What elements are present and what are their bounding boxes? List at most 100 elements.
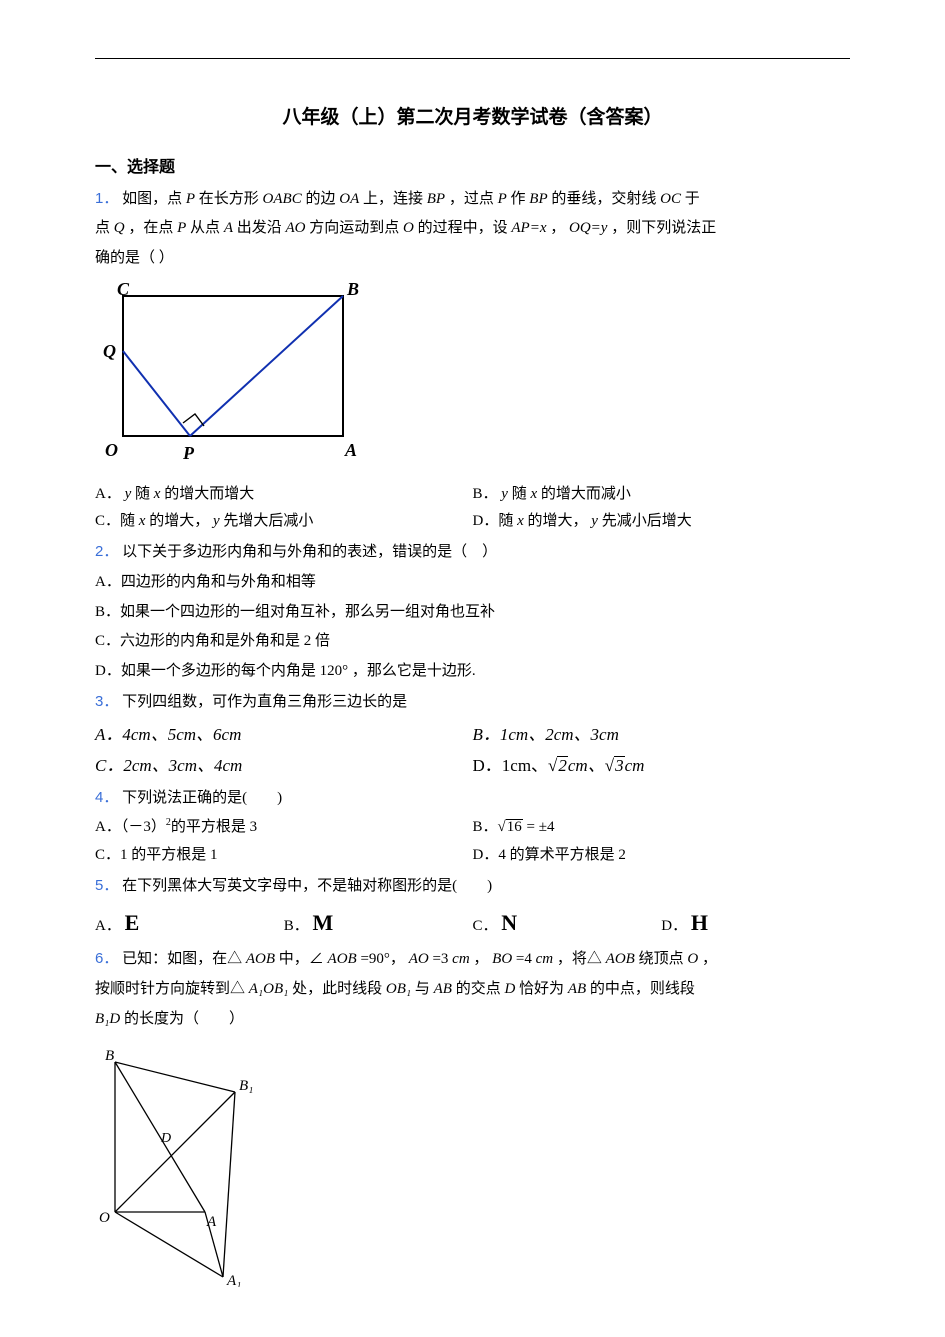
q1-lbl-O: O <box>105 440 118 460</box>
q1-l2d: 出发沿 <box>237 220 286 236</box>
q4-B-rad: 16 <box>506 819 523 835</box>
q6-l1h: 绕顶点 <box>639 951 688 967</box>
q6-l1f: =4 <box>516 951 532 967</box>
q6-lbl-A1: A₁ <box>226 1273 241 1287</box>
top-rule <box>95 58 850 59</box>
q6-lbl-B: B <box>105 1048 114 1064</box>
q1-a: A <box>224 220 233 236</box>
q1-l2e: 方向运动到点 <box>309 220 403 236</box>
q1-l2c: 从点 <box>190 220 224 236</box>
q2-optC: C．六边形的内角和是外角和是 2 倍 <box>95 628 850 656</box>
q5-options: A． E B． M C． N D． H <box>95 903 850 944</box>
q2-optB: B．如果一个四边形的一组对角互补，那么另一组对角也互补 <box>95 599 850 627</box>
q4-B-post: = ±4 <box>523 819 555 835</box>
q1-t2: 在长方形 <box>199 191 263 207</box>
q6-l2e: 恰好为 <box>519 981 568 997</box>
q1-optB-post: 的增大而减小 <box>541 486 631 502</box>
q1-optA-x: x <box>154 486 161 502</box>
q3-D-pre: D．1cm、 <box>473 756 549 775</box>
q5-D-pre: D． <box>661 918 687 934</box>
q1-oa: OA <box>339 191 359 207</box>
q3-number: 3． <box>95 693 118 710</box>
q6-cm2: cm <box>536 951 554 967</box>
q1-p2: P <box>498 191 507 207</box>
q6-aob3: AOB <box>606 951 635 967</box>
q4-A-pre: A．（－3） <box>95 819 166 835</box>
q1-optD: D．随 x 的增大， y 先减小后增大 <box>473 508 851 536</box>
q1-l2a: 点 <box>95 220 114 236</box>
q1-optB-pre: B． <box>473 486 498 502</box>
q5-optC: C． N <box>473 903 662 944</box>
q6-l1b: 中，∠ <box>279 951 324 967</box>
q6-ao: AO <box>409 951 429 967</box>
q1-l2h: ，则下列说法正 <box>611 220 716 236</box>
q6-bo: BO <box>492 951 512 967</box>
q1-q: Q <box>114 220 125 236</box>
q1-figure: C B Q O P A <box>95 281 850 477</box>
q3-D-post: cm <box>625 756 645 775</box>
q1-lbl-A: A <box>344 440 357 460</box>
q1-t7: 的垂线，交射线 <box>551 191 660 207</box>
q4-options: A．（－3）2的平方根是 3 B．√16 = ±4 C．1 的平方根是 1 D．… <box>95 814 850 870</box>
q1-lbl-C: C <box>117 281 130 299</box>
q5-C-let: N <box>501 910 517 935</box>
q1-svg: C B Q O P A <box>95 281 375 466</box>
q6-ab2: AB <box>568 981 586 997</box>
q3-D-r3: 3 <box>614 756 625 774</box>
q1-optA-mid: 随 <box>135 486 154 502</box>
q1-optB-x: x <box>530 486 537 502</box>
q6-a1ob1: A₁OB₁ <box>249 981 289 997</box>
q5-B-let: M <box>313 910 334 935</box>
q1-lbl-Q: Q <box>103 341 116 361</box>
q1-l2g: ， <box>550 220 565 236</box>
q1-optC-post: 先增大后减小 <box>223 513 313 529</box>
q2-number: 2． <box>95 543 118 560</box>
q6-ab: AB <box>434 981 452 997</box>
q6-l2b: 处，此时线段 <box>292 981 386 997</box>
q1-stem-l2: 点 Q ，在点 P 从点 A 出发沿 AO 方向运动到点 O 的过程中，设 AP… <box>95 215 850 243</box>
q5-B-pre: B． <box>284 918 309 934</box>
q6-lbl-O: O <box>99 1210 110 1226</box>
q3-D-mid: cm、 <box>568 756 605 775</box>
q6-l1c: =90°， <box>360 951 404 967</box>
q2-optD: D．如果一个多边形的每个内角是 120° ，那么它是十边形. <box>95 658 850 686</box>
q6-l2f: 的中点，则线段 <box>590 981 695 997</box>
q5-text: 在下列黑体大写英文字母中，不是轴对称图形的是( ) <box>122 878 492 894</box>
q6-l1i: ， <box>702 951 717 967</box>
q6-o: O <box>687 951 698 967</box>
q5-optA: A． E <box>95 903 284 944</box>
q4-optA: A．（－3）2的平方根是 3 <box>95 814 473 842</box>
q6-ob1: OB₁ <box>386 981 411 997</box>
q2-Dang: 120° <box>320 663 349 679</box>
q5-A-let: E <box>125 910 140 935</box>
q6-l1g: ，将△ <box>557 951 602 967</box>
section-heading: 一、选择题 <box>95 153 850 183</box>
q1-optA-post: 的增大而增大 <box>164 486 254 502</box>
q5-optD: D． H <box>661 903 850 944</box>
q6-l1d: =3 <box>432 951 448 967</box>
q1-l2b: ，在点 <box>128 220 177 236</box>
q6-aob: AOB <box>246 951 275 967</box>
q4-optD: D．4 的算术平方根是 2 <box>473 842 851 870</box>
q1-lbl-P: P <box>182 443 195 463</box>
q1-optB: B． y 随 x 的增大而减小 <box>473 481 851 509</box>
q1-number: 1． <box>95 190 118 207</box>
q6-lbl-D: D <box>160 1131 171 1146</box>
q5-stem: 5． 在下列黑体大写英文字母中，不是轴对称图形的是( ) <box>95 872 850 901</box>
q6-l2c: 与 <box>415 981 434 997</box>
q6-stem-l1: 6． 已知：如图，在△ AOB 中，∠ AOB =90°， AO =3 cm ，… <box>95 945 850 974</box>
q1-optC-x: x <box>139 513 146 529</box>
q1-p3: P <box>177 220 186 236</box>
q4-number: 4． <box>95 789 118 806</box>
q1-p1: P <box>186 191 195 207</box>
q1-oc: OC <box>660 191 681 207</box>
q1-optA: A． y 随 x 的增大而增大 <box>95 481 473 509</box>
q1-bp2: BP <box>529 191 547 207</box>
q4-optC: C．1 的平方根是 1 <box>95 842 473 870</box>
q3-optD: D．1cm、√2cm、√3cm <box>473 750 851 781</box>
q1-optC-pre: C．随 <box>95 513 139 529</box>
q2-Db: ，那么它是十边形. <box>352 663 476 679</box>
q1-optC-y: y <box>213 513 220 529</box>
q1-options: A． y 随 x 的增大而增大 B． y 随 x 的增大而减小 C．随 x 的增… <box>95 481 850 537</box>
q1-optD-mid: 的增大， <box>528 513 588 529</box>
